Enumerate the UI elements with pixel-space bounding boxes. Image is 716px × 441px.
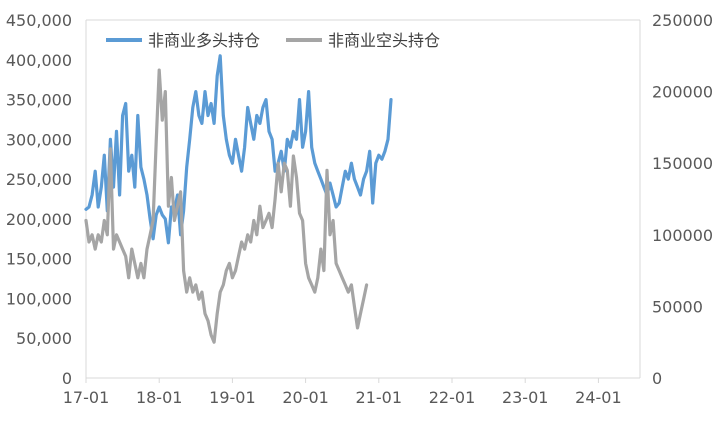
short-position-series-line [84, 68, 369, 344]
left-y-tick-label: 250,000 [6, 170, 72, 189]
legend-label: 非商业空头持仓 [328, 31, 440, 50]
x-tick-label: 22-01 [429, 388, 476, 407]
right-y-axis: 0 50000 100000 150000 200000 250000 [652, 11, 713, 388]
left-y-tick-label: 400,000 [6, 51, 72, 70]
plot-area [85, 19, 641, 379]
legend: 非商业多头持仓 非商业空头持仓 [106, 31, 440, 50]
left-y-tick-label: 300,000 [6, 130, 72, 149]
left-y-tick-label: 50,000 [16, 329, 72, 348]
left-y-tick-label: 0 [62, 369, 72, 388]
right-y-tick-label: 0 [652, 369, 662, 388]
left-y-tick-label: 350,000 [6, 91, 72, 110]
left-y-tick-label: 150,000 [6, 250, 72, 269]
x-tick-label: 18-01 [136, 388, 183, 407]
right-y-tick-label: 50000 [652, 297, 703, 316]
left-y-tick-label: 100,000 [6, 289, 72, 308]
x-tick-label: 20-01 [282, 388, 329, 407]
right-y-tick-label: 250000 [652, 11, 713, 30]
x-tick-label: 24-01 [575, 388, 622, 407]
x-tick-label: 21-01 [356, 388, 403, 407]
long-position-series-line [84, 54, 393, 245]
legend-label: 非商业多头持仓 [148, 31, 260, 50]
x-tick-label: 19-01 [209, 388, 256, 407]
x-axis: 17-01 18-01 19-01 20-01 21-01 22-01 23-01 24-01 [63, 378, 622, 407]
right-y-tick-label: 100000 [652, 226, 713, 245]
x-tick-label: 17-01 [63, 388, 110, 407]
left-y-tick-label: 450,000 [6, 11, 72, 30]
left-y-tick-label: 200,000 [6, 210, 72, 229]
right-y-tick-label: 150000 [652, 154, 713, 173]
left-y-axis: 0 50,000 100,000 150,000 200,000 250,000 300,0… [6, 11, 72, 388]
series-layer [84, 54, 393, 344]
x-tick-label: 23-01 [502, 388, 549, 407]
right-y-tick-label: 200000 [652, 83, 713, 102]
